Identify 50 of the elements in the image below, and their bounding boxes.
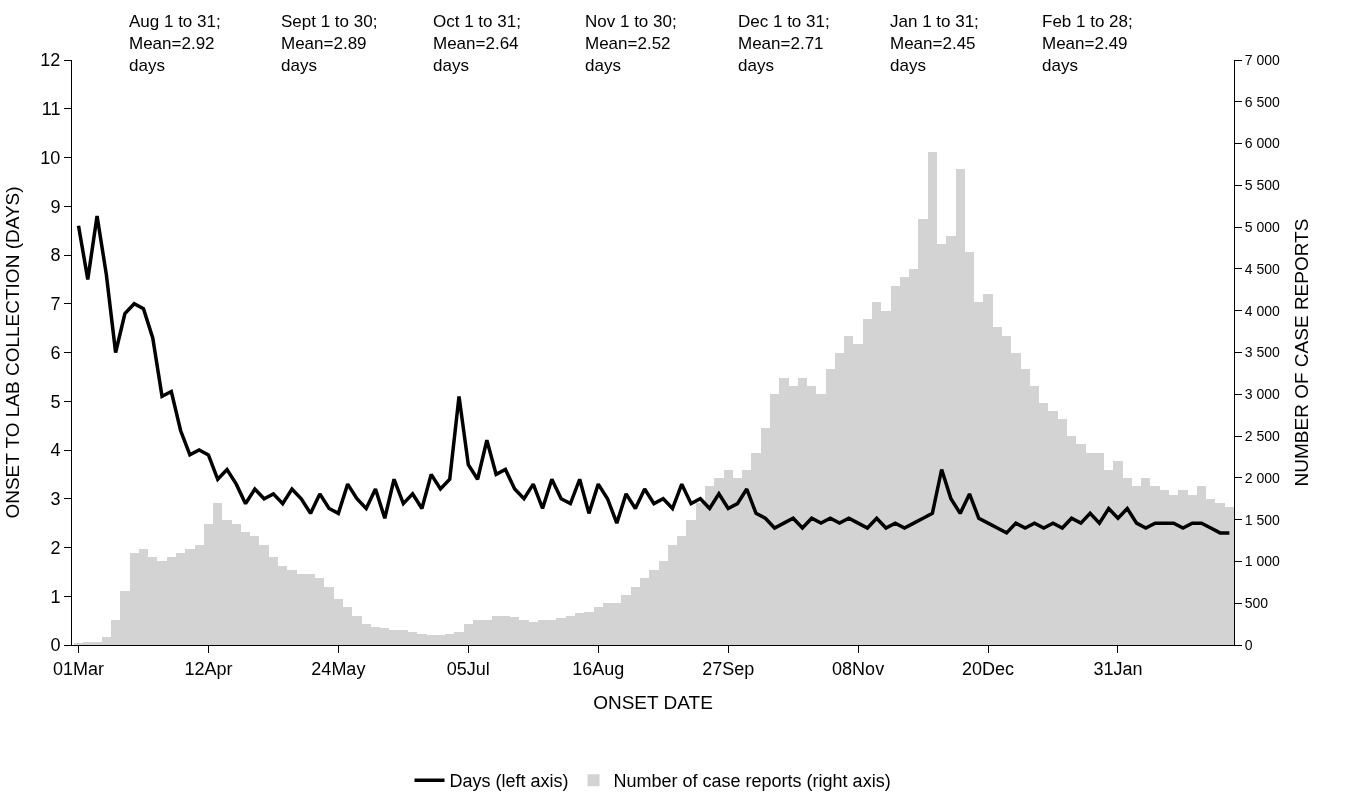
y-tick-label: 11: [41, 99, 61, 120]
y2-tick-label: 7 000: [1244, 51, 1281, 68]
y2-tick-label: 2 500: [1244, 427, 1281, 444]
y-axis-title: ONSET TO LAB COLLECTION (DAYS): [2, 186, 24, 519]
x-axis-title: ONSET DATE: [593, 692, 713, 714]
y-tick-label: 5: [50, 391, 61, 412]
y-tick-label: 9: [50, 196, 61, 217]
x-tick-label: 01Mar: [52, 658, 105, 679]
y2-tick-label: 0: [1244, 636, 1253, 653]
legend-label: Days (left axis): [449, 771, 569, 792]
y2-tick-label: 4 500: [1244, 260, 1281, 277]
legend-label: Number of case reports (right axis): [613, 771, 891, 792]
y-tick-label: 3: [50, 489, 61, 510]
y-tick-label: 12: [40, 50, 61, 71]
annotation: Aug 1 to 31; Mean=2.92 days: [129, 12, 221, 76]
y2-tick-label: 3 000: [1244, 386, 1281, 403]
y-tick-label: 1: [50, 586, 61, 607]
y-tick-label: 8: [50, 245, 61, 266]
y-tick-label: 0: [50, 635, 61, 656]
annotation: Feb 1 to 28; Mean=2.49 days: [1042, 12, 1133, 76]
annotation: Nov 1 to 30; Mean=2.52 days: [585, 12, 677, 76]
y2-tick-label: 1 500: [1244, 511, 1281, 528]
y2-tick-label: 6 500: [1244, 93, 1281, 110]
y-tick-label: 6: [50, 342, 61, 363]
y2-tick-label: 500: [1244, 595, 1269, 612]
x-tick-label: 05Jul: [446, 658, 490, 679]
y-tick-label: 4: [50, 440, 61, 461]
y2-tick-label: 4 000: [1244, 302, 1281, 319]
y-tick-label: 7: [50, 294, 61, 315]
y2-tick-label: 5 500: [1244, 177, 1281, 194]
y2-tick-label: 1 000: [1244, 553, 1281, 570]
x-tick-label: 16Aug: [572, 658, 625, 679]
y2-tick-label: 6 000: [1244, 135, 1281, 152]
annotation: Dec 1 to 31; Mean=2.71 days: [738, 12, 830, 76]
y2-tick-label: 2 000: [1244, 469, 1281, 486]
x-tick-label: 24May: [311, 658, 366, 679]
annotation: Oct 1 to 31; Mean=2.64 days: [433, 12, 521, 76]
y2-axis-title: NUMBER OF CASE REPORTS: [1290, 218, 1312, 487]
x-tick-label: 31Jan: [1093, 658, 1143, 679]
line-series: [76, 214, 1232, 535]
x-tick-label: 08Nov: [832, 658, 885, 679]
x-tick-label: 20Dec: [962, 658, 1015, 679]
y2-tick-label: 3 500: [1244, 344, 1281, 361]
x-tick-label: 27Sep: [702, 658, 755, 679]
annotation: Jan 1 to 31; Mean=2.45 days: [890, 12, 979, 76]
y-tick-label: 10: [40, 147, 61, 168]
y2-tick-label: 5 000: [1244, 219, 1281, 236]
x-tick-label: 12Apr: [184, 658, 233, 679]
annotation: Sept 1 to 30; Mean=2.89 days: [281, 12, 378, 76]
y-tick-label: 2: [50, 537, 61, 558]
